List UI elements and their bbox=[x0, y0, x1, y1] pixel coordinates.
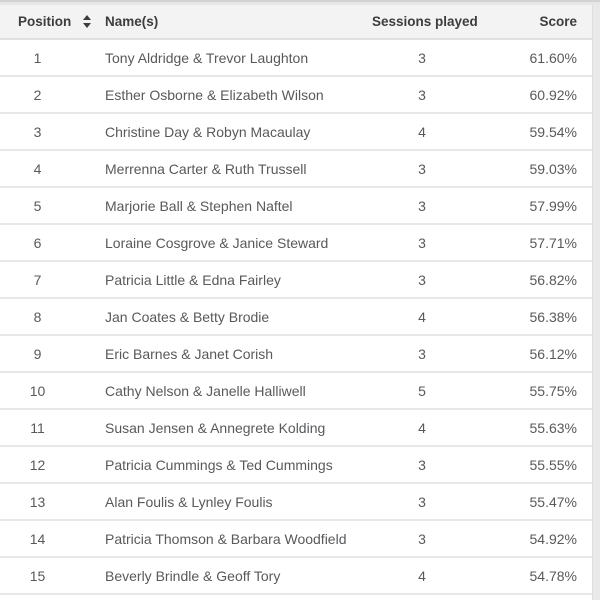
results-table-container: Position Name(s) Sessions played Score 1… bbox=[0, 5, 593, 600]
position-cell: 3 bbox=[0, 113, 75, 151]
sessions-cell: 3 bbox=[372, 224, 472, 262]
table-row: 4 Merrenna Carter & Ruth Trussell 3 59.03% bbox=[0, 150, 592, 188]
position-cell: 6 bbox=[0, 224, 75, 262]
sessions-cell: 3 bbox=[372, 150, 472, 188]
score-cell: 57.71% bbox=[472, 224, 592, 262]
table-row: 15 Beverly Brindle & Geoff Tory 4 54.78% bbox=[0, 557, 592, 595]
table-row: 11 Susan Jensen & Annegrete Kolding 4 55.63… bbox=[0, 409, 592, 447]
sessions-cell: 3 bbox=[372, 520, 472, 558]
score-cell: 61.60% bbox=[472, 39, 592, 77]
names-cell: Cathy Nelson & Janelle Halliwell bbox=[75, 372, 372, 410]
table-row: 2 Esther Osborne & Elizabeth Wilson 3 60.92… bbox=[0, 76, 592, 114]
column-header-sessions[interactable]: Sessions played bbox=[372, 5, 478, 40]
column-header-names[interactable]: Name(s) bbox=[75, 5, 372, 40]
sessions-cell: 3 bbox=[372, 39, 472, 77]
column-header-position-label: Position bbox=[18, 14, 72, 29]
score-cell: 56.38% bbox=[472, 298, 592, 336]
names-cell: Esther Osborne & Elizabeth Wilson bbox=[75, 76, 372, 114]
position-cell: 12 bbox=[0, 446, 75, 484]
table-row: 14 Patricia Thomson & Barbara Woodfield 3 5… bbox=[0, 520, 592, 558]
position-cell: 8 bbox=[0, 298, 75, 336]
column-header-position[interactable]: Position bbox=[0, 5, 92, 40]
score-cell: 57.99% bbox=[472, 187, 592, 225]
score-cell: 55.75% bbox=[472, 372, 592, 410]
position-cell: 2 bbox=[0, 76, 75, 114]
names-cell: Susan Jensen & Annegrete Kolding bbox=[75, 409, 372, 447]
names-cell: Alan Foulis & Lynley Foulis bbox=[75, 483, 372, 521]
names-cell: Christine Day & Robyn Macaulay bbox=[75, 113, 372, 151]
column-header-score[interactable]: Score bbox=[472, 5, 592, 40]
sessions-cell: 4 bbox=[372, 113, 472, 151]
score-cell: 59.54% bbox=[472, 113, 592, 151]
column-header-sessions-label: Sessions played bbox=[372, 14, 478, 29]
names-cell: Loraine Cosgrove & Janice Steward bbox=[75, 224, 372, 262]
sessions-cell: 4 bbox=[372, 298, 472, 336]
sessions-cell: 3 bbox=[372, 483, 472, 521]
position-cell: 7 bbox=[0, 261, 75, 299]
score-cell: 56.12% bbox=[472, 335, 592, 373]
position-cell: 10 bbox=[0, 372, 75, 410]
score-cell: 60.92% bbox=[472, 76, 592, 114]
score-cell: 55.55% bbox=[472, 446, 592, 484]
table-row: 9 Eric Barnes & Janet Corish 3 56.12% bbox=[0, 335, 592, 373]
table-row: 12 Patricia Cummings & Ted Cummings 3 55.55… bbox=[0, 446, 592, 484]
sessions-cell: 3 bbox=[372, 261, 472, 299]
score-cell: 56.82% bbox=[472, 261, 592, 299]
column-header-score-label: Score bbox=[539, 14, 577, 29]
table-row: 13 Alan Foulis & Lynley Foulis 3 55.47% bbox=[0, 483, 592, 521]
sessions-cell: 3 bbox=[372, 446, 472, 484]
names-cell: Beverly Brindle & Geoff Tory bbox=[75, 557, 372, 595]
sessions-cell: 5 bbox=[372, 372, 472, 410]
position-cell: 1 bbox=[0, 39, 75, 77]
position-cell: 15 bbox=[0, 557, 75, 595]
sessions-cell: 4 bbox=[372, 409, 472, 447]
table-row: 6 Loraine Cosgrove & Janice Steward 3 57.71… bbox=[0, 224, 592, 262]
table-row: 8 Jan Coates & Betty Brodie 4 56.38% bbox=[0, 298, 592, 336]
position-cell: 13 bbox=[0, 483, 75, 521]
sessions-cell: 3 bbox=[372, 335, 472, 373]
sessions-cell: 3 bbox=[372, 76, 472, 114]
sessions-cell: 4 bbox=[372, 557, 472, 595]
names-cell: Jan Coates & Betty Brodie bbox=[75, 298, 372, 336]
position-cell: 9 bbox=[0, 335, 75, 373]
names-cell: Patricia Thomson & Barbara Woodfield bbox=[75, 520, 372, 558]
column-header-names-label: Name(s) bbox=[105, 14, 159, 29]
names-cell: Marjorie Ball & Stephen Naftel bbox=[75, 187, 372, 225]
names-cell: Merrenna Carter & Ruth Trussell bbox=[75, 150, 372, 188]
names-cell: Eric Barnes & Janet Corish bbox=[75, 335, 372, 373]
sessions-cell: 3 bbox=[372, 187, 472, 225]
table-row: 5 Marjorie Ball & Stephen Naftel 3 57.99% bbox=[0, 187, 592, 225]
top-border bbox=[0, 0, 600, 5]
score-cell: 54.78% bbox=[472, 557, 592, 595]
names-cell: Patricia Little & Edna Fairley bbox=[75, 261, 372, 299]
score-cell: 54.92% bbox=[472, 520, 592, 558]
position-cell: 11 bbox=[0, 409, 75, 447]
position-cell: 4 bbox=[0, 150, 75, 188]
sort-arrows-icon[interactable] bbox=[83, 14, 92, 28]
score-cell: 59.03% bbox=[472, 150, 592, 188]
table-row: 1 Tony Aldridge & Trevor Laughton 3 61.60% bbox=[0, 39, 592, 77]
score-cell: 55.47% bbox=[472, 483, 592, 521]
names-cell: Tony Aldridge & Trevor Laughton bbox=[75, 39, 372, 77]
header-row: Position Name(s) Sessions played Score bbox=[0, 5, 592, 40]
position-cell: 14 bbox=[0, 520, 75, 558]
results-table-body: 1 Tony Aldridge & Trevor Laughton 3 61.60% 2… bbox=[0, 39, 592, 595]
table-row: 7 Patricia Little & Edna Fairley 3 56.82% bbox=[0, 261, 592, 299]
position-cell: 5 bbox=[0, 187, 75, 225]
table-row: 3 Christine Day & Robyn Macaulay 4 59.54% bbox=[0, 113, 592, 151]
results-table: Position Name(s) Sessions played Score 1… bbox=[0, 5, 592, 595]
table-row: 10 Cathy Nelson & Janelle Halliwell 5 55.75… bbox=[0, 372, 592, 410]
score-cell: 55.63% bbox=[472, 409, 592, 447]
names-cell: Patricia Cummings & Ted Cummings bbox=[75, 446, 372, 484]
